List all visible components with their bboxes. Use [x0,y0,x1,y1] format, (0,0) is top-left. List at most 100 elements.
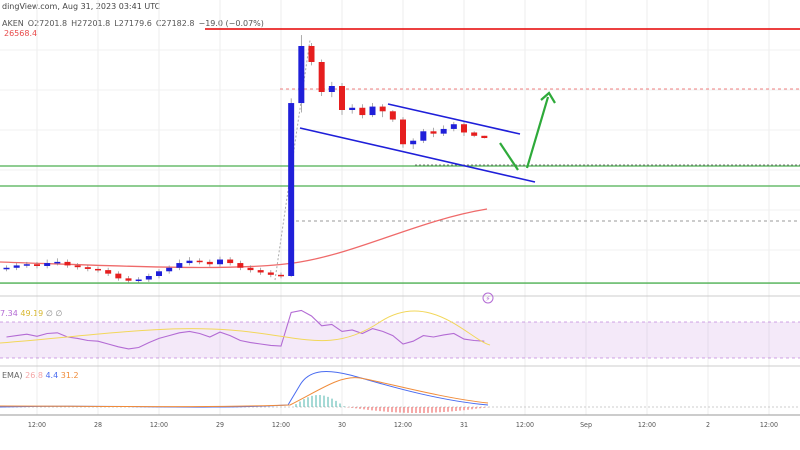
candle-body [369,106,376,116]
candle-body [481,135,488,139]
candle[interactable] [125,276,132,284]
x-tick-label: Sep [580,421,592,429]
close-value: C27182.8 [155,19,195,28]
macd-line [0,370,489,408]
ema-v1: 26.8 [25,371,43,380]
open-value: O27201.8 [27,19,68,28]
rsi-ma-value: 49.19 [20,309,44,318]
candle-body [206,261,213,265]
candle[interactable] [206,259,213,267]
candle[interactable] [430,127,437,138]
candle[interactable] [349,104,356,114]
candle[interactable] [359,104,366,119]
x-tick-label: 31 [460,421,468,429]
candle[interactable] [257,267,264,275]
candle-body [400,119,406,145]
candle[interactable] [461,121,467,136]
candle[interactable] [196,258,203,265]
candle[interactable] [3,265,10,272]
candle[interactable] [308,43,315,66]
candle[interactable] [84,264,91,272]
candle-body [3,267,10,270]
up-arrow-line[interactable] [525,96,550,169]
candle[interactable] [74,263,81,270]
candle[interactable] [298,35,305,113]
candle[interactable] [44,259,51,269]
candle[interactable] [135,277,142,284]
candle-body [339,86,345,110]
candle[interactable] [389,110,396,122]
candle-body [125,278,132,281]
candle[interactable] [95,266,101,273]
candle-body [267,272,274,275]
down-arrow-line[interactable] [499,142,519,171]
candle-body [318,62,325,92]
rsi-band [0,322,800,358]
lightning-icon[interactable]: ⚡ [482,292,494,304]
candle[interactable] [288,98,295,278]
candle[interactable] [176,259,183,271]
macd-histogram [295,395,489,413]
candle[interactable] [481,135,488,139]
candle-body [420,131,427,141]
svg-text:⚡: ⚡ [486,295,491,303]
candle[interactable] [420,128,427,144]
candle[interactable] [369,103,376,118]
x-tick-label: 12:00 [394,421,412,429]
candle-body [135,279,142,282]
ema-value: 26568.4 [4,29,38,38]
chart-source-timestamp: dingView.com, Aug 31, 2023 03:41 UTC [2,2,161,11]
candle[interactable] [267,270,274,278]
candle[interactable] [13,263,20,271]
change-value: −19.0 (−0.07%) [198,19,264,28]
candle-body [440,128,447,134]
candle[interactable] [186,257,193,266]
candle-body [217,259,223,265]
candle[interactable] [339,83,345,115]
candle[interactable] [227,257,234,266]
candle[interactable] [400,117,406,148]
candle-body [450,124,457,129]
rsi-extra-1: ∅ [45,309,53,318]
x-tick-label: 12:00 [516,421,534,429]
candle-body [186,260,193,264]
candle-body [288,103,295,276]
channel-lower-line[interactable] [299,127,536,183]
candle[interactable] [247,265,254,273]
candle[interactable] [166,265,173,274]
rsi-legend: 7.34 49.19 ∅ ∅ [0,309,62,318]
candle-body [196,260,203,263]
candle[interactable] [23,261,30,268]
candle[interactable] [156,268,162,279]
candle-body [145,276,152,280]
candle[interactable] [34,261,40,269]
candle[interactable] [440,125,447,136]
candle[interactable] [318,59,325,96]
rsi-line [6,309,485,350]
candle-body [410,140,417,145]
candle[interactable] [278,272,284,279]
candle-body [13,265,20,268]
candle[interactable] [145,273,152,282]
channel-upper-line[interactable] [387,103,521,135]
candle[interactable] [115,271,122,281]
candle[interactable] [64,259,71,268]
high-value: H27201.8 [71,19,111,28]
candle[interactable] [54,258,61,266]
candle-body [166,267,173,272]
candle-body [44,263,51,266]
candle-body [379,106,386,112]
rsi-extra-2: ∅ [55,309,63,318]
ema-v2: 4.4 [45,371,59,380]
candle[interactable] [328,81,335,98]
symbol-label[interactable]: AKEN [2,19,24,28]
candle[interactable] [410,138,417,149]
candle[interactable] [237,260,244,271]
candle[interactable] [105,267,112,276]
candle[interactable] [450,121,457,132]
candle-body [23,264,30,266]
candle[interactable] [471,131,478,138]
candle[interactable] [379,104,386,118]
candle[interactable] [217,256,223,267]
